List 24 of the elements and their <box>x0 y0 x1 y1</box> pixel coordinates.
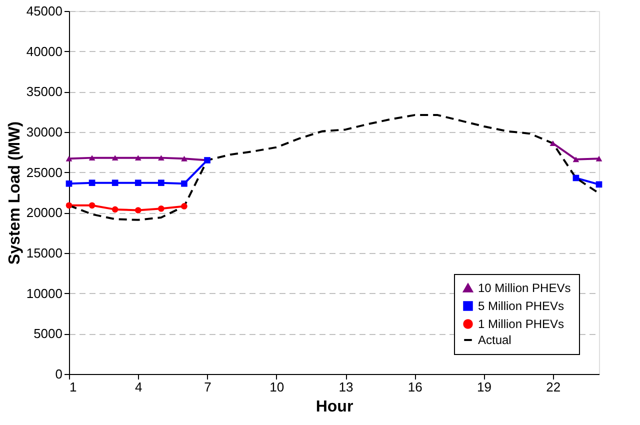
y-tick-label: 15000 <box>26 246 62 260</box>
y-tick-label: 20000 <box>26 205 62 220</box>
y-tick-label: 10000 <box>26 286 62 301</box>
x-axis-title: Hour <box>316 398 354 416</box>
legend-label: Actual <box>478 333 512 347</box>
x-tick-label: 7 <box>204 380 212 394</box>
x-tick-label: 22 <box>546 380 561 394</box>
x-tick-label: 1 <box>70 380 77 394</box>
x-tick-label: 4 <box>135 380 142 394</box>
y-tick-label: 25000 <box>26 164 62 180</box>
y-tick-label: 40000 <box>26 44 62 59</box>
legend-label: 5 Million PHEVs <box>478 299 564 313</box>
y-tick-label: 45000 <box>26 4 62 18</box>
y-tick-label: 30000 <box>26 124 62 140</box>
x-tick-label: 16 <box>408 380 422 394</box>
y-axis-title: System Load (MW) <box>6 121 24 265</box>
legend-label: 1 Million PHEVs <box>478 317 564 331</box>
x-tick-label: 13 <box>338 380 354 394</box>
y-tick-label: 35000 <box>26 84 62 100</box>
x-tick-label: 10 <box>270 380 284 394</box>
legend-label: 10 Million PHEVs <box>478 281 571 295</box>
x-tick-label: 19 <box>477 380 492 394</box>
y-tick-label: 0 <box>55 366 62 382</box>
y-tick-label: 5000 <box>34 326 62 342</box>
